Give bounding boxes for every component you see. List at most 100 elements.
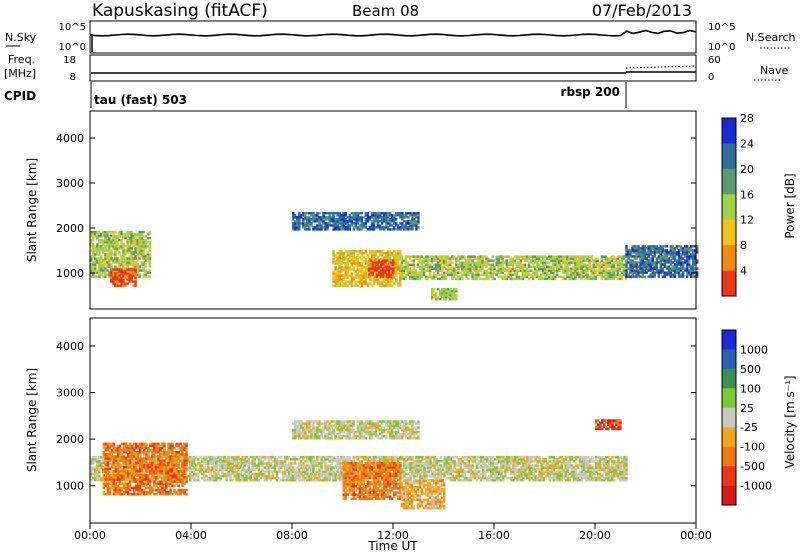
heatmap-cell bbox=[120, 259, 123, 262]
heatmap-cell bbox=[625, 273, 628, 276]
heatmap-cell bbox=[360, 218, 364, 221]
heatmap-cell bbox=[334, 474, 337, 478]
heatmap-cell bbox=[550, 275, 553, 279]
heatmap-cell bbox=[469, 257, 472, 260]
heatmap-cell bbox=[479, 479, 483, 482]
heatmap-cell bbox=[94, 466, 97, 469]
heatmap-cell bbox=[622, 267, 626, 270]
heatmap-cell bbox=[554, 275, 557, 279]
heatmap-cell bbox=[423, 470, 426, 474]
heatmap-cell bbox=[90, 230, 93, 234]
heatmap-cell bbox=[92, 455, 95, 459]
heatmap-cell bbox=[283, 474, 287, 478]
heatmap-cell bbox=[340, 470, 343, 474]
heatmap-cell bbox=[417, 214, 420, 217]
heatmap-cell bbox=[473, 458, 477, 461]
heatmap-cell bbox=[227, 462, 230, 465]
heatmap-cell bbox=[352, 260, 355, 263]
heatmap-cell bbox=[511, 257, 515, 260]
heatmap-cell bbox=[517, 277, 521, 281]
heatmap-cell bbox=[379, 265, 383, 268]
heatmap-cell bbox=[378, 458, 382, 461]
heatmap-cell bbox=[298, 472, 301, 476]
heatmap-cell bbox=[342, 216, 345, 219]
heatmap-cell bbox=[685, 267, 689, 270]
heatmap-cell bbox=[387, 271, 391, 274]
heatmap-cell bbox=[371, 269, 375, 272]
heatmap-cell bbox=[381, 275, 385, 278]
heatmap-cell bbox=[479, 269, 482, 272]
heatmap-cell bbox=[324, 455, 327, 459]
heatmap-cell bbox=[564, 277, 567, 281]
heatmap-cell bbox=[604, 267, 607, 270]
heatmap-cell bbox=[529, 265, 533, 268]
heatmap-cell bbox=[253, 472, 256, 476]
heatmap-cell bbox=[304, 224, 307, 227]
heatmap-cell bbox=[537, 265, 541, 268]
heatmap-cell bbox=[673, 251, 677, 254]
heatmap-cell bbox=[134, 280, 137, 283]
heatmap-cell bbox=[338, 476, 341, 480]
heatmap-cell bbox=[439, 464, 442, 467]
heatmap-cell bbox=[509, 263, 513, 266]
heatmap-cell bbox=[296, 228, 299, 231]
heatmap-cell bbox=[364, 476, 368, 480]
heatmap-cell bbox=[415, 466, 418, 469]
heatmap-cell bbox=[548, 273, 551, 277]
heatmap-cell bbox=[292, 226, 295, 229]
heatmap-cell bbox=[643, 257, 646, 260]
heatmap-cell bbox=[430, 257, 434, 260]
heatmap-cell bbox=[229, 472, 232, 476]
heatmap-cell bbox=[570, 261, 573, 264]
heatmap-cell bbox=[385, 265, 389, 268]
heatmap-cell bbox=[328, 222, 331, 225]
heatmap-cell bbox=[207, 460, 210, 463]
heatmap-cell bbox=[481, 265, 484, 268]
heatmap-cell bbox=[432, 293, 436, 297]
heatmap-cell bbox=[511, 263, 515, 266]
heatmap-cell bbox=[120, 270, 123, 273]
heatmap-cell bbox=[649, 275, 652, 278]
heatmap-cell bbox=[110, 470, 113, 474]
heatmap-cell bbox=[354, 284, 357, 287]
heatmap-cell bbox=[451, 271, 454, 274]
heatmap-cell bbox=[294, 462, 297, 465]
heatmap-cell bbox=[425, 455, 428, 459]
heatmap-cell bbox=[620, 263, 624, 266]
heatmap-cell bbox=[162, 466, 166, 469]
heatmap-cell bbox=[300, 479, 303, 482]
heatmap-cell bbox=[110, 276, 113, 279]
heatmap-cell bbox=[128, 241, 131, 244]
heatmap-cell bbox=[114, 253, 117, 256]
heatmap-cell bbox=[529, 259, 533, 262]
heatmap-cell bbox=[449, 470, 452, 474]
heatmap-cell bbox=[375, 269, 379, 272]
heatmap-cell bbox=[517, 257, 521, 260]
heatmap-cell bbox=[304, 226, 307, 229]
heatmap-cell bbox=[395, 458, 398, 461]
heatmap-cell bbox=[338, 264, 341, 267]
heatmap-cell bbox=[430, 293, 434, 297]
heatmap-cell bbox=[292, 458, 295, 461]
heatmap-cell bbox=[302, 214, 305, 217]
heatmap-cell bbox=[283, 458, 287, 461]
heatmap-cell bbox=[445, 462, 448, 465]
heatmap-cell bbox=[483, 263, 486, 266]
colorbar-tick-label: 24 bbox=[740, 137, 754, 150]
heatmap-cell bbox=[517, 261, 521, 264]
heatmap-cell bbox=[336, 258, 339, 261]
heatmap-cell bbox=[255, 466, 258, 469]
heatmap-cell bbox=[207, 464, 210, 467]
heatmap-cell bbox=[659, 261, 662, 264]
heatmap-cell bbox=[100, 466, 103, 469]
heatmap-cell bbox=[467, 267, 470, 270]
heatmap-cell bbox=[423, 468, 426, 471]
heatmap-cell bbox=[112, 243, 115, 246]
heatmap-cell bbox=[259, 472, 263, 476]
heatmap-cell bbox=[316, 228, 319, 231]
heatmap-cell bbox=[336, 222, 339, 225]
heatmap-cell bbox=[415, 214, 418, 217]
heatmap-cell bbox=[338, 270, 341, 273]
heatmap-cell bbox=[399, 268, 402, 271]
heatmap-cell bbox=[645, 259, 648, 262]
